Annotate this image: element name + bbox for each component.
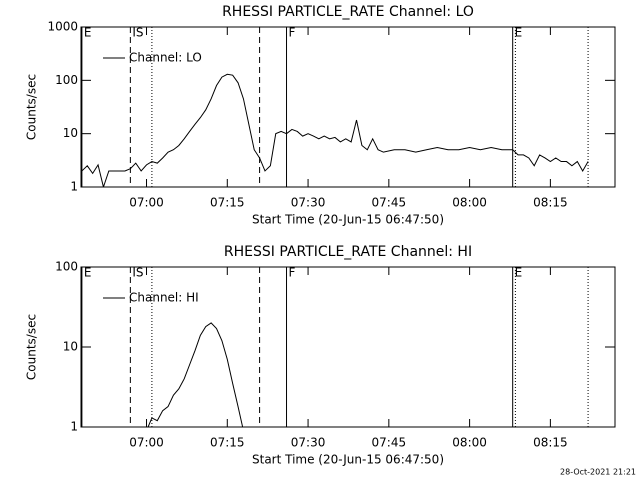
y-axis-label: Counts/sec	[25, 314, 39, 380]
y-tick-label: 1	[70, 420, 78, 434]
event-label: F	[289, 266, 296, 280]
event-label: IS	[132, 266, 143, 280]
legend-label: Channel: LO	[129, 51, 202, 65]
x-tick-label: 08:00	[452, 196, 487, 210]
x-tick-label: 08:00	[452, 436, 487, 450]
event-label: E	[515, 26, 523, 40]
event-label: E	[515, 266, 523, 280]
x-tick-label: 08:15	[533, 436, 568, 450]
panel: RHESSI PARTICLE_RATE Channel: HI Start Ti…	[25, 244, 616, 467]
chart-title: RHESSI PARTICLE_RATE Channel: HI	[224, 244, 472, 260]
x-tick-label: 07:00	[129, 436, 164, 450]
x-axis-label: Start Time (20-Jun-15 06:47:50)	[252, 213, 444, 227]
footer: 28-Oct-2021 21:21	[560, 468, 636, 477]
y-tick-label: 10	[63, 340, 78, 354]
data-line	[147, 322, 244, 427]
x-tick-label: 07:15	[210, 436, 245, 450]
event-label: F	[289, 26, 296, 40]
y-tick-label: 100	[55, 260, 78, 274]
panel: RHESSI PARTICLE_RATE Channel: LO Start Ti…	[25, 4, 616, 227]
y-tick-label: 10	[63, 126, 78, 140]
event-label: E	[84, 26, 92, 40]
y-axis-label: Counts/sec	[25, 74, 39, 140]
legend-label: Channel: HI	[129, 291, 199, 305]
x-tick-label: 07:45	[372, 436, 407, 450]
chart-title: RHESSI PARTICLE_RATE Channel: LO	[222, 4, 474, 20]
x-axis-label: Start Time (20-Jun-15 06:47:50)	[252, 453, 444, 467]
y-tick-label: 1000	[47, 20, 78, 34]
x-tick-label: 07:15	[210, 196, 245, 210]
event-label: E	[84, 266, 92, 280]
event-label: IS	[132, 26, 143, 40]
y-tick-label: 100	[55, 73, 78, 87]
x-tick-label: 07:45	[372, 196, 407, 210]
data-line	[81, 73, 589, 187]
x-tick-label: 08:15	[533, 196, 568, 210]
plot-frame	[80, 26, 616, 188]
x-tick-label: 07:30	[291, 196, 326, 210]
x-tick-label: 07:00	[129, 196, 164, 210]
y-tick-label: 1	[70, 180, 78, 194]
x-tick-label: 07:30	[291, 436, 326, 450]
